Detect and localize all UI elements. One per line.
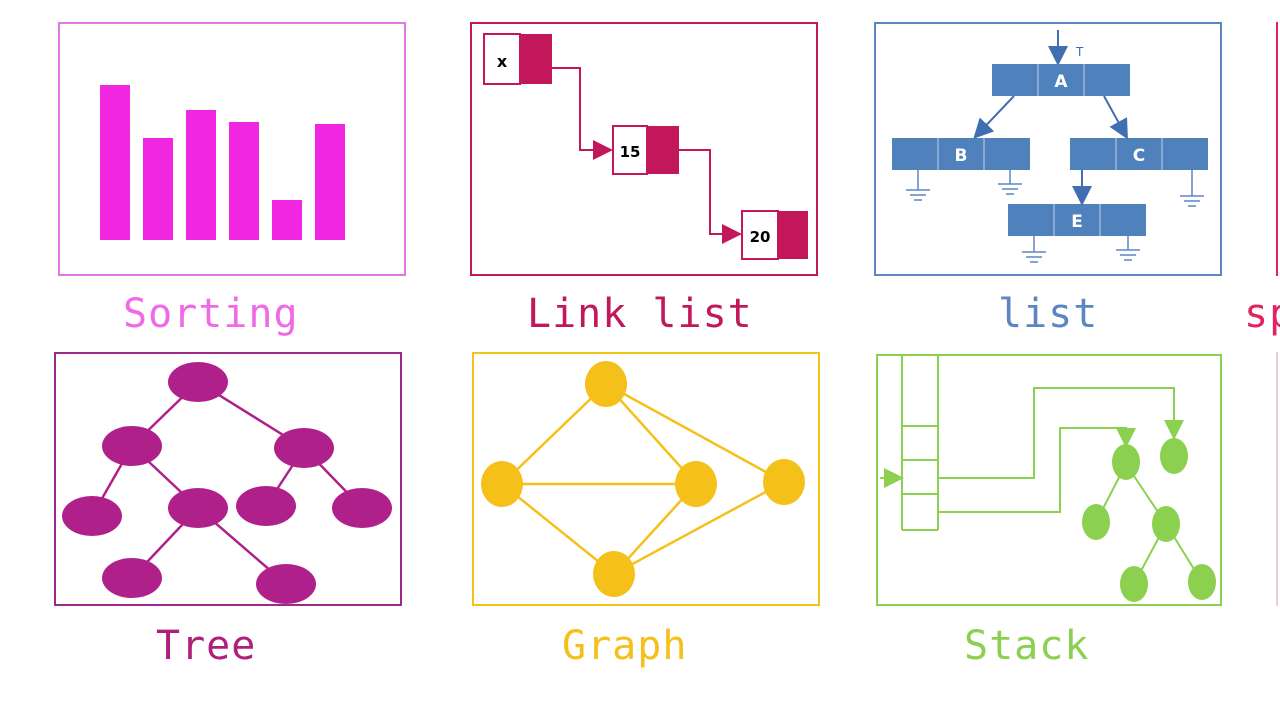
list-node-e-label: E [1071,212,1083,232]
list-caption: list [998,291,1099,337]
tree-panel [54,352,402,606]
link-node-20: 20 [741,210,808,260]
link-list-panel: x 15 20 [470,22,818,276]
tree-node [168,362,228,402]
list-node-e: E [1008,204,1146,236]
graph-vertex [593,551,635,597]
tree-node [236,486,296,526]
sorting-bar [272,200,302,240]
link-pointer-1 [552,67,613,160]
stack-tree-node [1152,506,1180,542]
link-node-x-label: x [497,52,508,71]
link-node-15: 15 [612,125,679,175]
link-list-caption: Link list [527,291,753,337]
partial-caption-top: sp [1244,291,1280,337]
graph-vertex [763,459,805,505]
partial-panel-top [1276,22,1280,276]
list-diagram: T A B C E [892,30,1208,263]
stack-tree-node [1188,564,1216,600]
sorting-bar [186,110,216,240]
stack-tree-node [1112,444,1140,480]
sorting-bar [229,122,259,240]
tree-node [256,564,316,604]
link-node-15-label: 15 [620,143,641,161]
tree-node [62,496,122,536]
list-node-c: C [1070,138,1208,170]
sorting-bars-diagram [100,85,345,240]
list-panel: T A B C E [874,22,1222,276]
tree-diagram [62,362,392,604]
link-list-diagram: x 15 20 [483,33,808,260]
graph-panel [472,352,820,606]
link-node-20-label: 20 [750,228,771,246]
list-top-mark: T [1075,45,1084,59]
tree-caption: Tree [156,623,257,669]
list-node-b: B [892,138,1030,170]
sorting-bar [143,138,173,240]
tree-node [102,558,162,598]
tree-node [332,488,392,528]
graph-vertex [481,461,523,507]
stack-diagram [880,356,1216,602]
sorting-caption: Sorting [123,291,299,337]
graph-vertex [585,361,627,407]
tree-node [168,488,228,528]
sorting-bar [100,85,130,240]
stack-caption: Stack [964,623,1090,669]
stack-tree-node [1160,438,1188,474]
graph-caption: Graph [562,623,688,669]
list-node-c-label: C [1133,146,1145,166]
graph-diagram [481,361,805,597]
tree-node [274,428,334,468]
graph-vertex [675,461,717,507]
list-node-a: A [992,64,1130,96]
sorting-panel [58,22,406,276]
link-pointer-2 [679,149,742,244]
link-node-x: x [483,33,552,85]
ground-symbols [906,170,1204,263]
partial-panel-bottom [1276,352,1280,606]
stack-tree-node [1082,504,1110,540]
stack-panel [876,354,1222,606]
sorting-bar [315,124,345,240]
tree-node [102,426,162,466]
stack-tree-node [1120,566,1148,602]
list-node-b-label: B [955,146,968,166]
list-node-a-label: A [1054,72,1068,92]
